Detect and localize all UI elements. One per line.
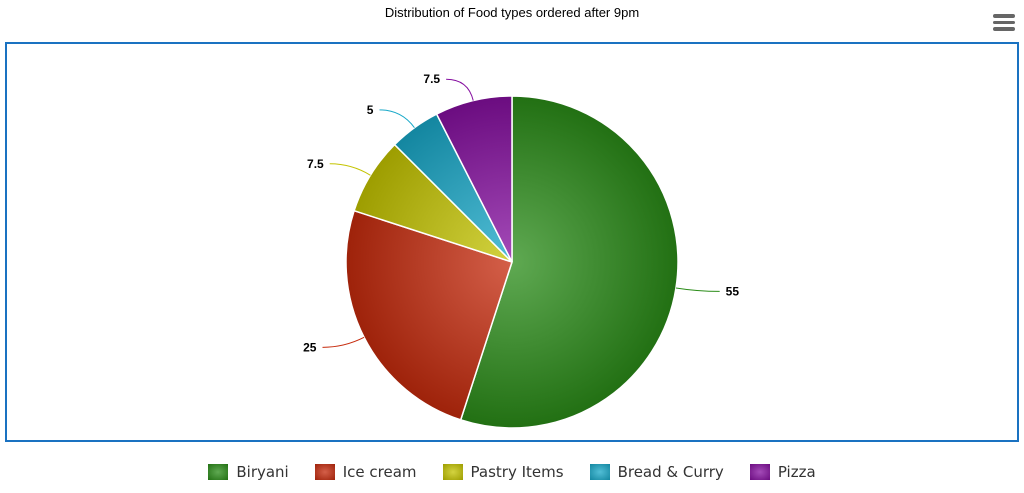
- connector-line: [675, 287, 720, 292]
- pie-chart: 55 25 7.5 5 7.5: [303, 72, 740, 429]
- data-label: 7.5: [423, 72, 440, 86]
- data-label: 55: [726, 284, 740, 298]
- legend-label: Pastry Items: [470, 463, 564, 481]
- connector-line: [329, 163, 371, 176]
- legend-item[interactable]: Ice cream: [314, 463, 417, 481]
- chart-title: Distribution of Food types ordered after…: [384, 5, 640, 20]
- pie-slice-pizza[interactable]: [435, 95, 513, 263]
- legend-label: Pizza: [777, 463, 816, 481]
- hamburger-menu-icon[interactable]: [993, 14, 1015, 32]
- pie-slice-ice-cream[interactable]: [345, 209, 513, 421]
- connector-line: [446, 78, 474, 101]
- data-label: 25: [303, 340, 317, 354]
- data-label: 7.5: [307, 157, 324, 171]
- legend-label: Biryani: [236, 463, 289, 481]
- data-label: 5: [367, 103, 374, 117]
- legend-item[interactable]: Bread & Curry: [589, 463, 724, 481]
- legend-label: Ice cream: [342, 463, 417, 481]
- legend-label: Bread & Curry: [617, 463, 724, 481]
- legend-swatch: [749, 464, 770, 480]
- legend-swatch: [589, 464, 610, 480]
- legend-item[interactable]: Pizza: [749, 463, 816, 481]
- connector-line: [379, 109, 415, 128]
- legend-swatch: [208, 464, 229, 480]
- legend-item[interactable]: Biryani: [208, 463, 289, 481]
- legend-swatch: [442, 464, 463, 480]
- legend-item[interactable]: Pastry Items: [442, 463, 564, 481]
- legend: Biryani Ice cream Pastry Items Bread & Curr…: [0, 463, 1024, 481]
- connector-line: [322, 336, 365, 348]
- plot-area: [5, 42, 1019, 442]
- legend-swatch: [314, 464, 335, 480]
